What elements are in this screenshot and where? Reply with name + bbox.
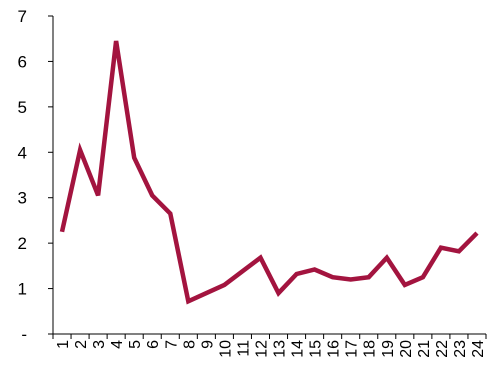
y-tick-label: - xyxy=(21,325,27,344)
y-axis: - 1 2 3 4 5 6 7 xyxy=(18,7,54,344)
x-tick-label: 1 xyxy=(55,340,72,349)
x-tick-label: 14 xyxy=(290,340,307,358)
y-tick-label: 2 xyxy=(18,234,27,253)
x-tick-label: 9 xyxy=(199,340,216,349)
series-line xyxy=(59,40,479,305)
y-tick-label: 5 xyxy=(18,98,27,117)
y-tick-label: 1 xyxy=(18,280,27,299)
y-tick-label: 3 xyxy=(18,189,27,208)
x-tick-label: 17 xyxy=(344,340,361,358)
x-tick-label: 11 xyxy=(235,340,252,357)
x-tick-label: 24 xyxy=(470,340,487,358)
series-layer xyxy=(59,40,479,305)
x-tick-label: 23 xyxy=(452,340,469,358)
x-tick-label: 8 xyxy=(181,340,198,349)
x-tick-label: 13 xyxy=(272,340,289,358)
x-tick-label: 22 xyxy=(434,340,451,358)
y-tick-label: 7 xyxy=(18,7,27,26)
x-tick-label: 18 xyxy=(362,340,379,358)
x-tick-label: 7 xyxy=(163,340,180,349)
x-tick-label: 2 xyxy=(73,340,90,349)
x-tick-label: 3 xyxy=(91,340,108,349)
y-tick-label: 6 xyxy=(18,52,27,71)
y-tick-label: 4 xyxy=(18,143,27,162)
x-tick-label: 6 xyxy=(145,340,162,349)
x-tick-label: 16 xyxy=(326,340,343,358)
x-tick-label: 15 xyxy=(308,340,325,358)
x-tick-label: 12 xyxy=(253,340,270,358)
x-axis: 1 2 3 4 5 6 7 8 9 10 11 12 13 14 15 16 17 18 19 20 21 22 23 24 xyxy=(52,333,487,358)
x-tick-label: 5 xyxy=(127,340,144,349)
x-tick-label: 20 xyxy=(398,340,415,358)
x-tick-label: 21 xyxy=(416,340,433,358)
x-tick-label: 10 xyxy=(217,340,234,358)
x-tick-label: 4 xyxy=(109,340,126,349)
x-tick-label: 19 xyxy=(380,340,397,358)
